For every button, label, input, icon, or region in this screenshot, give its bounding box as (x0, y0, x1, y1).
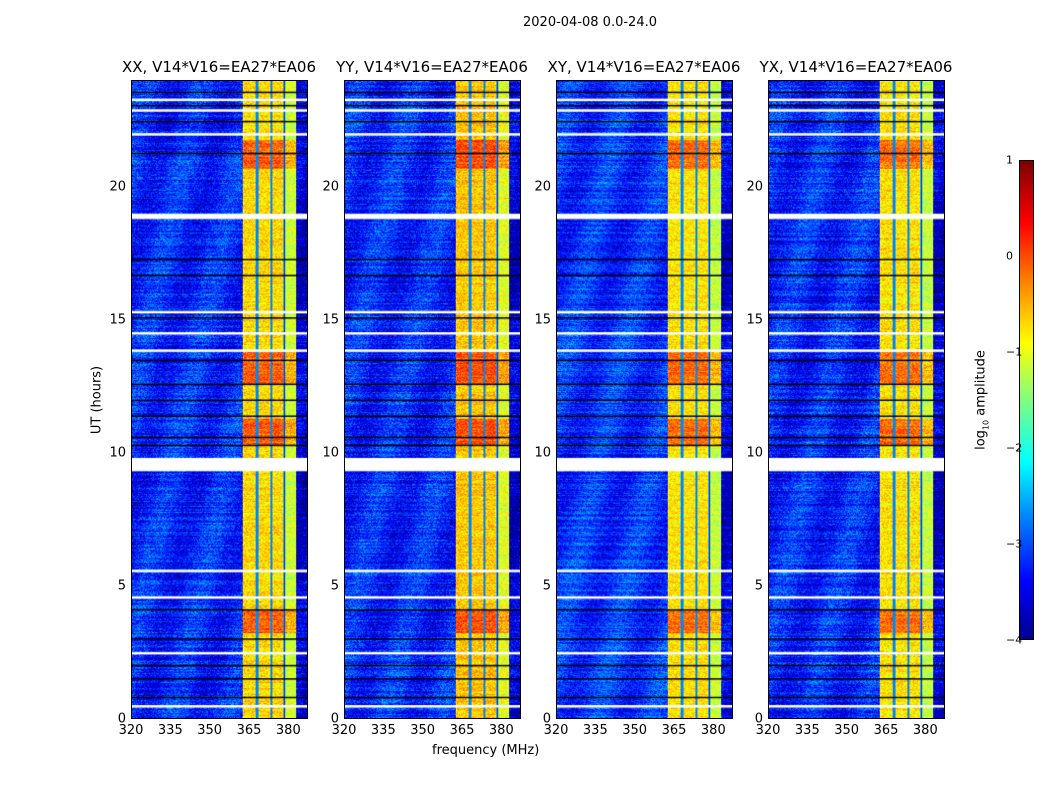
y-tick-label: 20 (534, 179, 551, 194)
y-tick-label: 5 (117, 578, 126, 594)
x-tick-label: 350 (410, 723, 436, 738)
colorbar-label: log10 amplitude (973, 350, 991, 450)
panel-title: XY, V14*V16=EA27*EA06 (547, 58, 741, 76)
y-tick-label: 0 (542, 711, 551, 727)
y-tick-label: 20 (746, 179, 763, 194)
x-tick-label: 380 (488, 723, 514, 738)
heatmap-image (132, 81, 307, 718)
y-tick-label: 10 (322, 445, 339, 461)
y-tick-label: 20 (322, 179, 339, 194)
panel-title: YY, V14*V16=EA27*EA06 (336, 58, 528, 76)
panel-title: XX, V14*V16=EA27*EA06 (121, 58, 316, 76)
y-tick-label: 5 (754, 578, 763, 594)
x-tick-label: 380 (700, 723, 726, 738)
x-tick-label: 365 (873, 723, 899, 738)
panel-title: YX, V14*V16=EA27*EA06 (759, 58, 953, 76)
y-tick-label: 10 (109, 445, 126, 461)
figure-title: 2020-04-08 0.0-24.0 (523, 15, 657, 30)
x-tick-label: 320 (755, 723, 781, 738)
x-tick-label: 380 (912, 723, 938, 738)
x-tick-label: 350 (622, 723, 648, 738)
heatmap-image (557, 81, 732, 718)
heatmap-image (345, 81, 520, 718)
heatmap-panel (556, 80, 733, 719)
colorbar-tick-label: −1 (1006, 345, 1023, 359)
x-tick-label: 320 (543, 723, 569, 738)
heatmap-image (769, 81, 944, 718)
x-tick-label: 335 (582, 723, 608, 738)
colorbar-tick-label: −3 (1006, 537, 1023, 551)
x-tick-label: 335 (157, 723, 183, 738)
colorbar-tick-label: 0 (1006, 249, 1013, 263)
y-axis-label: UT (hours) (89, 365, 105, 435)
colorbar-tick-label: −2 (1006, 441, 1023, 455)
x-tick-label: 380 (275, 723, 301, 738)
colorbar (1019, 160, 1034, 640)
x-axis-label: frequency (MHz) (432, 743, 540, 758)
y-tick-label: 5 (542, 578, 551, 594)
y-tick-label: 0 (330, 711, 339, 727)
y-tick-label: 15 (746, 312, 763, 328)
x-tick-label: 365 (661, 723, 687, 738)
y-tick-label: 20 (109, 179, 126, 194)
x-tick-label: 350 (834, 723, 860, 738)
x-tick-label: 320 (331, 723, 357, 738)
y-tick-label: 15 (322, 312, 339, 328)
colorbar-tick-label: −4 (1006, 633, 1023, 647)
y-tick-label: 15 (534, 312, 551, 328)
y-tick-label: 15 (109, 312, 126, 328)
x-tick-label: 365 (449, 723, 475, 738)
y-tick-label: 10 (534, 445, 551, 461)
x-tick-label: 365 (236, 723, 262, 738)
heatmap-panel (344, 80, 521, 719)
y-tick-label: 0 (754, 711, 763, 727)
x-tick-label: 335 (370, 723, 396, 738)
heatmap-panel (768, 80, 945, 719)
x-tick-label: 350 (197, 723, 223, 738)
heatmap-panel (131, 80, 308, 719)
y-tick-label: 5 (330, 578, 339, 594)
colorbar-tick-label: 1 (1006, 153, 1013, 167)
y-tick-label: 10 (746, 445, 763, 461)
y-tick-label: 0 (117, 711, 126, 727)
x-tick-label: 335 (794, 723, 820, 738)
x-tick-label: 320 (118, 723, 144, 738)
